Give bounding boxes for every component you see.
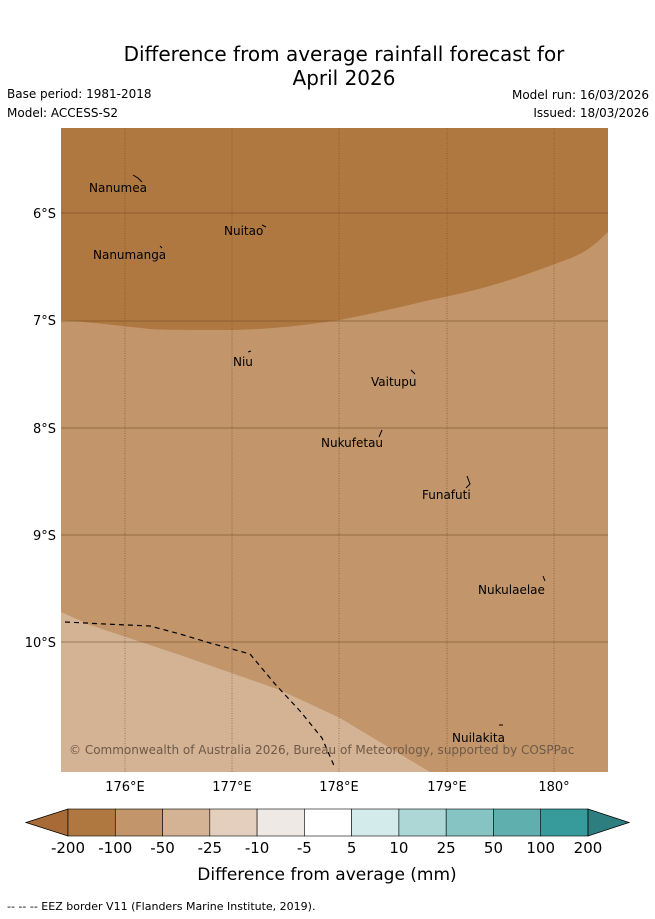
band-minus-100 (61, 128, 608, 330)
colorbar-tick-label: -10 (245, 839, 270, 857)
colorbar-tick-label: 50 (484, 839, 503, 857)
model-run: Model run: 16/03/2026 (511, 88, 649, 102)
lon-label: 176°E (105, 780, 145, 795)
place-label: Vaitupu (371, 375, 417, 389)
model-name: Model: ACCESS-S2 (7, 106, 119, 120)
place-label: Nanumea (89, 181, 147, 195)
place-label: Nuitao (224, 224, 263, 238)
island-nuitao-shape (261, 224, 267, 228)
lon-label: 177°E (212, 780, 252, 795)
colorbar-tick-label: -200 (51, 839, 85, 857)
island-vaitupu-shape (410, 369, 416, 375)
lon-label: 180° (538, 780, 569, 795)
colorbar-segment (162, 808, 211, 837)
colorbar-tick-label: 5 (347, 839, 357, 857)
colorbar-segment (209, 808, 258, 837)
place-label: Niu (233, 355, 253, 369)
colorbar-title: Difference from average (mm) (197, 865, 456, 885)
place-label: Nanumanga (93, 248, 166, 262)
colorbar-segment (67, 808, 116, 837)
lon-label: 179°E (427, 780, 467, 795)
colorbar-segment (256, 808, 305, 837)
place-label: Funafuti (422, 488, 471, 502)
attribution: © Commonwealth of Australia 2026, Bureau… (69, 743, 574, 757)
lat-label: 7°S (33, 314, 56, 329)
issued-date: Issued: 18/03/2026 (533, 106, 649, 120)
band-minus-25 (61, 612, 430, 772)
island-nanumea-shape (132, 174, 143, 183)
colorbar-tick-label: -50 (150, 839, 175, 857)
colorbar-segment (304, 808, 352, 837)
colorbar-tick-label: 200 (574, 839, 603, 857)
colorbar-tick-label: -5 (297, 839, 312, 857)
colorbar-tick-label: -100 (98, 839, 132, 857)
island-funafuti-shape (465, 475, 471, 489)
colorbar: -200 -100 -50 -25 -10 -5 5 10 25 50 100 200 (24, 808, 631, 857)
colorbar-segment (493, 808, 542, 837)
map-title-line2: April 2026 (292, 66, 396, 90)
lat-label: 10°S (25, 636, 56, 651)
colorbar-segment (540, 808, 589, 837)
colorbar-tick-label: 25 (437, 839, 456, 857)
lat-label: 9°S (33, 529, 56, 544)
colorbar-segment (351, 808, 400, 837)
eez-legend: -- -- -- EEZ border V11 (Flanders Marine… (7, 900, 316, 913)
graticule (61, 128, 608, 772)
colorbar-extend-low (24, 808, 69, 837)
colorbar-tick-label: -25 (198, 839, 223, 857)
lon-label: 178°E (319, 780, 359, 795)
lat-label: 8°S (33, 422, 56, 437)
colorbar-extend-high (587, 808, 631, 837)
island-niu-shape (247, 350, 252, 353)
place-label: Nukulaelae (478, 583, 545, 597)
eez-border (64, 621, 336, 769)
place-label: Nuilakita (452, 731, 505, 745)
colorbar-segment (114, 808, 163, 837)
colorbar-tick-label: 100 (526, 839, 555, 857)
place-label: Nukufetau (321, 436, 383, 450)
island-nukufetau-shape (378, 429, 383, 438)
colorbar-segment (445, 808, 494, 837)
island-nukulaelae-shape (542, 575, 546, 582)
map-title-line1: Difference from average rainfall forecas… (123, 42, 565, 66)
base-period: Base period: 1981-2018 (7, 87, 152, 101)
lat-label: 6°S (33, 207, 56, 222)
island-nanumanga-shape (159, 245, 163, 249)
colorbar-segment (398, 808, 447, 837)
colorbar-tick-label: 10 (389, 839, 408, 857)
map-plot-area: Nanumea Nuitao Nanumanga Niu Vaitupu Nuk… (61, 128, 608, 772)
